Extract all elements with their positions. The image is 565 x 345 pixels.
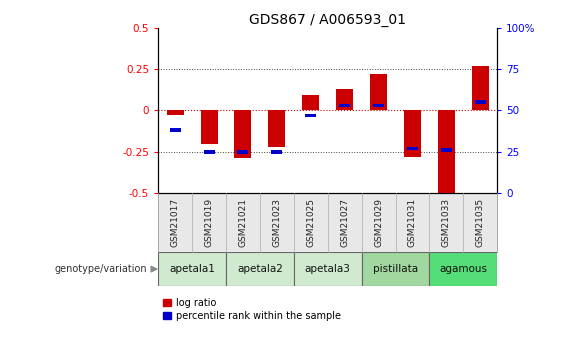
Text: GSM21017: GSM21017 bbox=[171, 198, 180, 247]
Bar bbox=[472, 66, 489, 110]
Bar bbox=[407, 147, 418, 150]
Bar bbox=[373, 104, 384, 107]
Bar bbox=[404, 110, 421, 157]
Bar bbox=[370, 74, 387, 110]
Bar bbox=[441, 148, 452, 152]
Title: GDS867 / A006593_01: GDS867 / A006593_01 bbox=[249, 12, 406, 27]
Text: apetala3: apetala3 bbox=[305, 264, 351, 274]
Text: apetala1: apetala1 bbox=[169, 264, 215, 274]
Text: apetala2: apetala2 bbox=[237, 264, 283, 274]
Bar bbox=[302, 96, 319, 110]
Text: GSM21033: GSM21033 bbox=[442, 198, 451, 247]
Bar bbox=[271, 150, 282, 154]
Bar bbox=[234, 110, 251, 158]
Text: GSM21025: GSM21025 bbox=[306, 198, 315, 247]
Bar bbox=[226, 252, 294, 286]
Text: GSM21021: GSM21021 bbox=[238, 198, 247, 247]
Text: agamous: agamous bbox=[440, 264, 487, 274]
Text: genotype/variation: genotype/variation bbox=[54, 264, 147, 274]
Bar bbox=[294, 252, 362, 286]
Bar bbox=[336, 89, 353, 110]
Text: pistillata: pistillata bbox=[373, 264, 418, 274]
Bar bbox=[339, 104, 350, 107]
Bar bbox=[203, 150, 215, 154]
Bar bbox=[429, 252, 497, 286]
Text: GSM21035: GSM21035 bbox=[476, 198, 485, 247]
Bar bbox=[305, 114, 316, 117]
Text: GSM21019: GSM21019 bbox=[205, 198, 214, 247]
Bar bbox=[237, 150, 249, 154]
Bar bbox=[268, 110, 285, 147]
Bar bbox=[475, 100, 486, 104]
Legend: log ratio, percentile rank within the sample: log ratio, percentile rank within the sa… bbox=[163, 298, 341, 321]
Bar bbox=[438, 110, 455, 193]
Bar bbox=[201, 110, 218, 144]
Text: GSM21023: GSM21023 bbox=[272, 198, 281, 247]
Bar bbox=[158, 252, 226, 286]
Text: GSM21029: GSM21029 bbox=[374, 198, 383, 247]
Bar bbox=[167, 110, 184, 115]
Bar bbox=[170, 128, 181, 132]
Text: GSM21031: GSM21031 bbox=[408, 198, 417, 247]
Bar bbox=[362, 252, 429, 286]
Text: GSM21027: GSM21027 bbox=[340, 198, 349, 247]
